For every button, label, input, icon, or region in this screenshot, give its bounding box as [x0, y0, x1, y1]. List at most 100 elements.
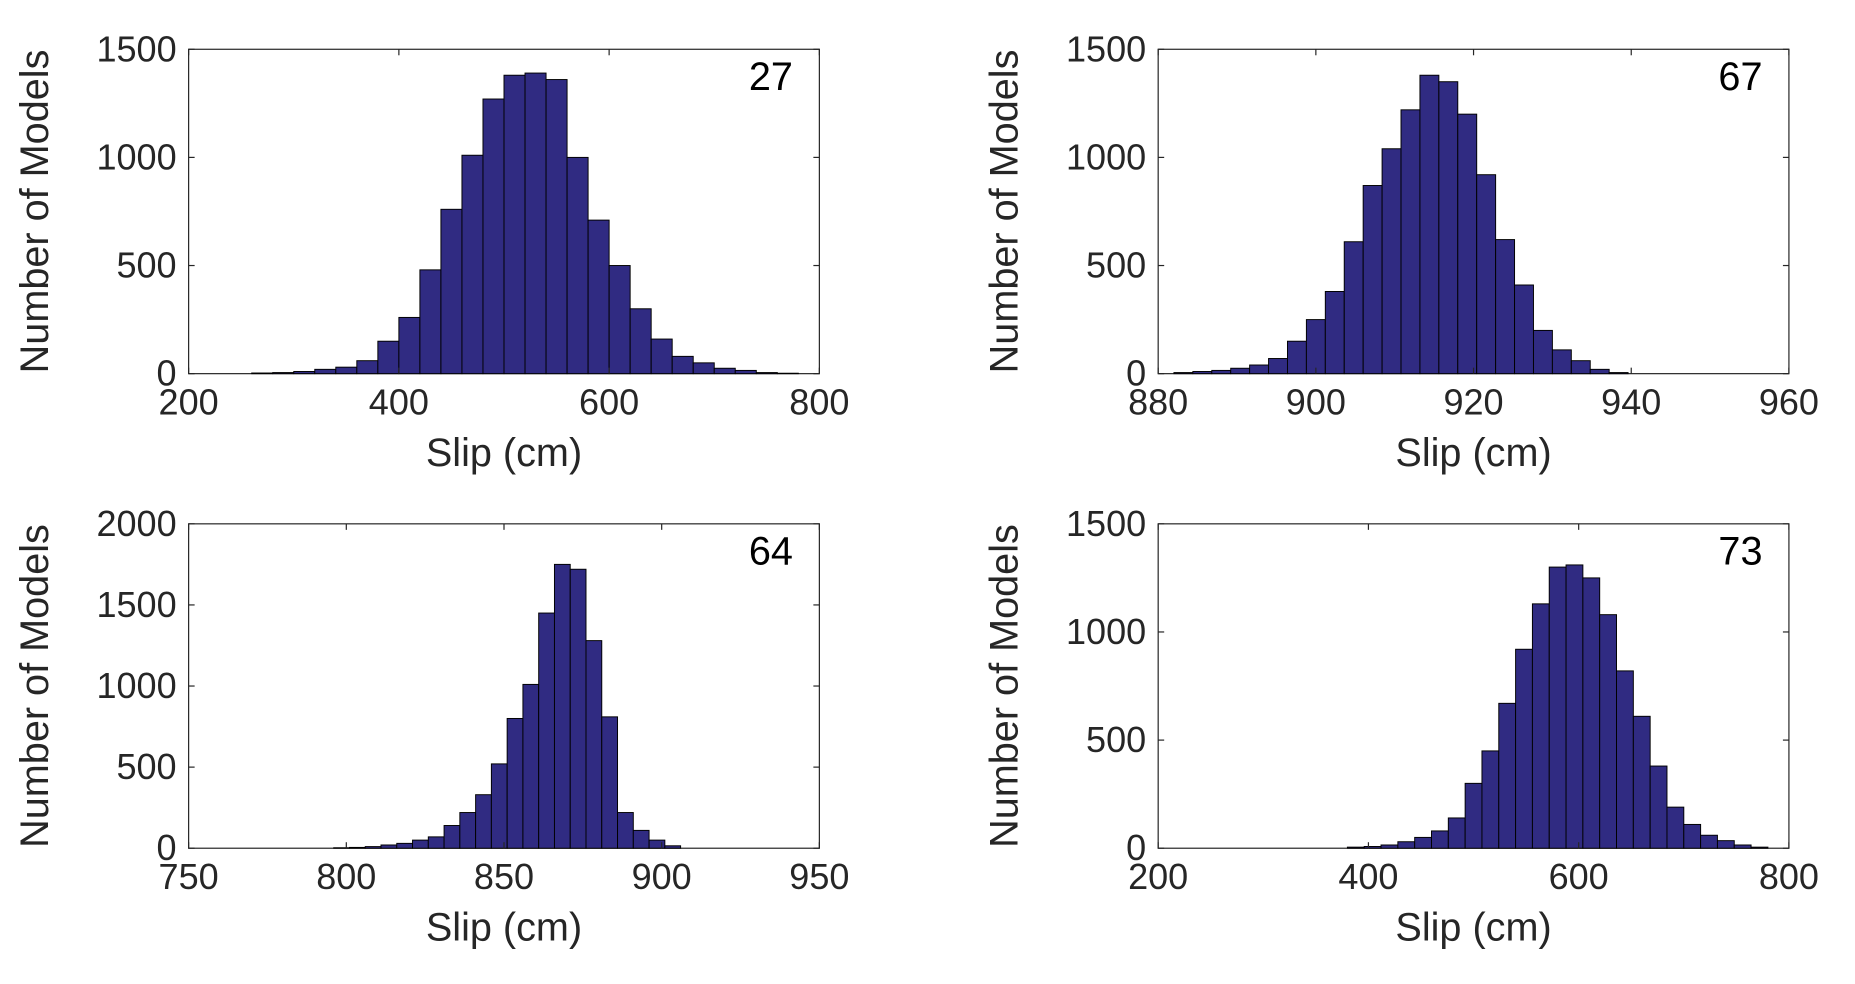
histogram-bar: [692, 362, 715, 375]
histogram-bar: [734, 369, 757, 375]
histogram-bar: [356, 360, 379, 375]
histogram-bar: [348, 846, 366, 849]
y-tick-label: 500: [116, 245, 176, 286]
histogram-bar: [398, 316, 421, 375]
x-tick-label: 800: [316, 856, 376, 897]
y-axis-label: Number of Models: [13, 524, 57, 848]
histogram-bar: [1515, 648, 1533, 849]
histogram-bar: [585, 640, 603, 849]
histogram-bar: [377, 340, 400, 375]
histogram-bar: [1211, 369, 1232, 375]
histogram-bar: [1400, 109, 1421, 375]
histogram-bar: [412, 839, 429, 849]
histogram-bar: [1683, 823, 1702, 849]
histogram-bar: [506, 717, 524, 849]
histogram-bar: [396, 842, 414, 849]
histogram-bar: [1192, 371, 1213, 375]
histogram-bar: [440, 208, 463, 375]
y-tick-label: 1500: [1066, 503, 1146, 544]
histogram-bar: [1346, 846, 1365, 849]
histogram-bar: [1431, 830, 1449, 849]
histogram-bar: [427, 836, 445, 849]
y-axis-label: Number of Models: [13, 50, 57, 374]
histogram-bar: [671, 355, 694, 375]
x-tick-label: 200: [1128, 856, 1188, 897]
x-tick-label: 200: [159, 382, 219, 423]
histogram-bar: [1268, 358, 1288, 375]
histogram-bar: [1514, 284, 1534, 375]
histogram-bar: [1362, 185, 1383, 375]
histogram-bar: [475, 794, 492, 849]
histogram-bar: [1733, 844, 1752, 849]
panel-number-label: 67: [1718, 55, 1762, 99]
histogram-bar: [1589, 368, 1610, 375]
y-tick-label: 0: [1126, 353, 1146, 394]
histogram-bar: [1531, 603, 1550, 849]
histogram-bar: [1582, 577, 1601, 849]
histogram-bar: [1380, 844, 1399, 849]
y-tick-label: 1000: [1066, 611, 1146, 652]
histogram-bar: [1498, 702, 1517, 849]
histogram-bar: [545, 79, 568, 375]
histogram-bar: [713, 367, 736, 375]
histogram-bar: [1363, 846, 1382, 849]
histogram-bar: [1649, 765, 1668, 849]
x-tick-label: 850: [474, 856, 534, 897]
x-tick-label: 600: [579, 382, 639, 423]
histogram-bar: [608, 265, 631, 375]
histogram-bar: [1457, 113, 1478, 375]
histogram-bar: [1632, 715, 1651, 849]
histogram-bar: [632, 829, 650, 849]
y-tick-label: 1000: [96, 665, 176, 706]
histogram-bar: [1173, 372, 1194, 375]
histogram-bar: [1381, 148, 1402, 375]
y-tick-label: 500: [1086, 719, 1146, 760]
histogram-bar: [601, 716, 619, 849]
histogram-bar: [1548, 566, 1567, 849]
x-axis-label: Slip (cm): [1395, 906, 1551, 950]
histogram-bar: [419, 269, 442, 375]
panel-number-label: 73: [1718, 530, 1762, 574]
histogram-bar: [1750, 846, 1769, 849]
histogram-bar: [272, 372, 295, 375]
histogram-bar: [490, 763, 508, 849]
histogram-bar: [1616, 670, 1634, 849]
histogram-bar: [566, 156, 589, 375]
histogram-bar: [553, 563, 571, 849]
y-tick-label: 1500: [1066, 28, 1146, 69]
x-tick-label: 960: [1759, 382, 1819, 423]
histogram-bar: [380, 844, 398, 849]
x-axis-label: Slip (cm): [426, 906, 582, 950]
histogram-bar: [538, 612, 555, 849]
histogram-bar: [1599, 614, 1617, 849]
histogram-bar: [1464, 782, 1483, 849]
histogram-bar: [459, 812, 477, 849]
histogram-bar: [1305, 319, 1326, 375]
histogram-bar: [1716, 840, 1735, 849]
histogram-bar: [1570, 360, 1591, 375]
histogram-bar: [1666, 806, 1685, 849]
x-tick-label: 800: [789, 382, 849, 423]
x-tick-label: 400: [369, 382, 429, 423]
histogram-bar: [503, 74, 526, 375]
histogram-panel: 200 400 600 800 0 500 1000 1500 Slip (cm) Number …: [13, 28, 849, 475]
histogram-bar: [524, 72, 547, 375]
histogram-bar: [648, 839, 666, 849]
histogram-bar: [1419, 74, 1440, 375]
histogram-bar: [251, 372, 274, 375]
histogram-bar: [755, 372, 778, 375]
histogram-bar: [1495, 239, 1516, 375]
histogram-bar: [1397, 841, 1416, 849]
histogram-bar: [1476, 174, 1497, 375]
histogram-bar: [482, 98, 505, 375]
histogram-panel: 750 800 850 900 950 0 500 1000 1500 2000 Slip (cm)…: [13, 503, 849, 950]
histogram-bar: [1565, 564, 1584, 849]
y-tick-label: 0: [1126, 827, 1146, 868]
x-axis-label: Slip (cm): [1395, 431, 1551, 475]
panel-number-label: 64: [749, 530, 793, 574]
x-tick-label: 880: [1128, 382, 1188, 423]
histogram-bar: [1249, 364, 1270, 375]
histogram-panel: 200 400 600 800 0 500 1000 1500 Slip (cm) Number …: [983, 503, 1819, 950]
x-tick-label: 900: [1286, 382, 1346, 423]
histogram-bar: [1447, 817, 1466, 849]
